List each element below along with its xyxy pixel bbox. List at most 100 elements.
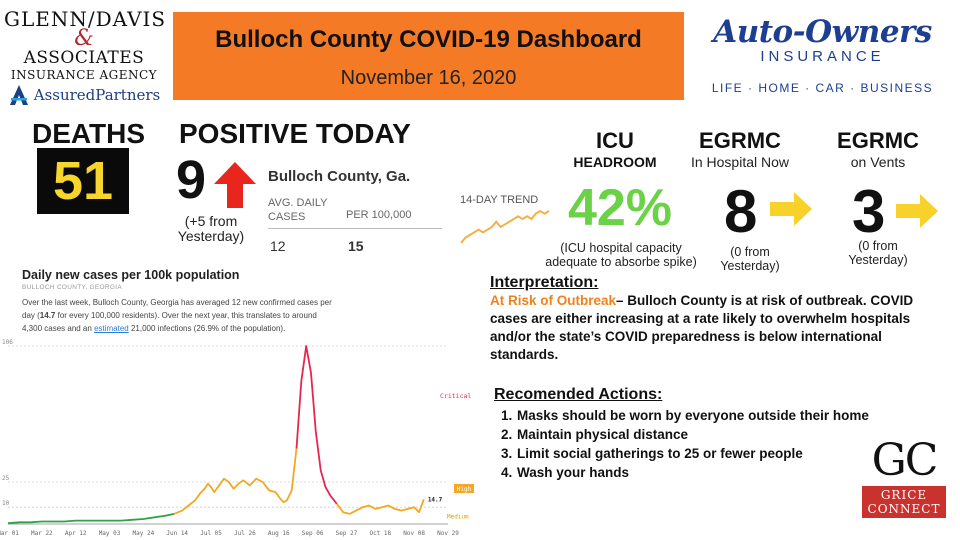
interpretation-text: – Bulloch County is at risk of outbreak.… xyxy=(490,293,914,362)
last-value-label: 14.7 xyxy=(428,496,443,503)
chart-title: Daily new cases per 100k population xyxy=(22,268,240,282)
assured-partners-name: AssuredPartners xyxy=(33,86,161,104)
actions-heading: Recomended Actions: xyxy=(494,386,663,403)
auto-owners-logo: Auto-Owners INSURANCE LIFE · HOME · CAR … xyxy=(690,14,955,104)
x-tick-label: Jul 26 xyxy=(234,530,256,537)
estimated-link[interactable]: estimated xyxy=(94,324,129,333)
x-tick-label: Nov 29 xyxy=(437,530,459,537)
risk-level: At Risk of Outbreak xyxy=(490,293,617,308)
auto-owners-subtitle: INSURANCE xyxy=(760,48,885,65)
assured-partners-icon xyxy=(9,85,28,105)
interpretation-heading: Interpretation: xyxy=(490,274,599,291)
y-tick-label: 25 xyxy=(2,475,10,482)
x-tick-label: Oct 18 xyxy=(369,530,391,537)
high-label-bg xyxy=(454,484,474,494)
series-line-orange xyxy=(336,498,425,515)
x-tick-label: Mar 01 xyxy=(0,530,19,537)
glenn-davis-associates: ASSOCIATES xyxy=(23,48,145,68)
avg-daily-cases-header: AVG. DAILY CASES xyxy=(268,196,328,224)
x-tick-label: Apr 12 xyxy=(65,530,87,537)
egrmc-vents-sub: on Vents xyxy=(850,154,906,170)
table-divider xyxy=(268,228,442,229)
egrmc-vents-note-line1: (0 from xyxy=(858,239,898,253)
x-tick-label: Jun 14 xyxy=(166,530,188,537)
grice-line1: GRICE xyxy=(880,488,928,502)
egrmc-hospital-label: EGRMC xyxy=(699,128,781,153)
positive-change-note: (+5 from Yesterday) xyxy=(170,214,252,244)
list-item: 1. Masks should be worn by everyone outsi… xyxy=(501,408,869,423)
per-100k-value: 15 xyxy=(348,238,364,254)
assured-partners-row: AssuredPartners xyxy=(4,84,164,106)
x-tick-label: Jul 05 xyxy=(200,530,222,537)
egrmc-vents-value: 3 xyxy=(852,178,886,245)
action-text: Wash your hands xyxy=(517,465,630,480)
avg-daily-header-line2: CASES xyxy=(268,211,306,223)
icu-sub: HEADROOM xyxy=(573,154,657,170)
chart-lines xyxy=(7,345,425,525)
arrow-right-icon xyxy=(770,192,812,226)
x-tick-label: Sep 06 xyxy=(302,530,324,537)
y-tick-label: 10 xyxy=(2,500,10,507)
arrow-up-icon xyxy=(214,162,256,208)
grice-connect-logo: GC GRICE CONNECT xyxy=(862,438,946,520)
egrmc-vents-note-line2: Yesterday) xyxy=(848,253,908,267)
glenn-davis-ampersand: & xyxy=(74,26,94,51)
trend-line xyxy=(460,209,550,244)
egrmc-vents-label: EGRMC xyxy=(837,128,919,153)
auto-owners-brand: Auto-Owners xyxy=(713,14,932,50)
grice-line2: CONNECT xyxy=(867,502,941,516)
auto-owners-tagline: LIFE · HOME · CAR · BUSINESS xyxy=(711,81,934,95)
icu-note: (ICU hospital capacity adequate to absor… xyxy=(536,241,706,269)
egrmc-hospital-sub: In Hospital Now xyxy=(690,154,790,170)
arrow-right-icon xyxy=(896,194,938,228)
glenn-davis-name: GLENN/DAVIS xyxy=(4,7,167,31)
avg-daily-cases-value: 12 xyxy=(270,238,286,254)
trend-label: 14-DAY TREND xyxy=(460,194,539,206)
icu-note-line1: (ICU hospital capacity xyxy=(560,241,682,255)
deaths-label: DEATHS xyxy=(32,118,146,149)
chart-grid xyxy=(8,345,448,525)
chart-labels: 10 25 106 Mar 01 Mar 22 Apr 12 May 03 May 24 Jun… xyxy=(0,339,474,537)
series-line-green xyxy=(7,513,175,525)
interpretation-body: At Risk of Outbreak– Bulloch County is a… xyxy=(490,292,945,364)
x-tick-label: May 03 xyxy=(99,530,121,537)
egrmc-hospital-note: (0 from Yesterday) xyxy=(700,245,800,273)
cases-chart: 10 25 106 Mar 01 Mar 22 Apr 12 May 03 May 24 Jun… xyxy=(0,339,474,537)
page-title: Bulloch County COVID-19 Dashboard xyxy=(215,26,642,53)
list-item: 3. Limit social gatherings to 25 or fewer… xyxy=(501,446,803,461)
chart-desc-part1: Over the last week, Bulloch County, Geor… xyxy=(22,298,332,320)
icu-note-line2: adequate to absorbe spike) xyxy=(545,255,697,269)
y-tick-label: 106 xyxy=(2,339,13,346)
medium-label: Medium xyxy=(447,514,469,521)
positive-change-line1: (+5 from xyxy=(184,213,238,229)
critical-label: Critical xyxy=(440,392,471,400)
list-item: 4. Wash your hands xyxy=(501,465,630,480)
grice-logo-box: GRICE CONNECT xyxy=(862,486,946,518)
chart-desc-part3: 21,000 infections (26.9% of the populati… xyxy=(128,324,286,333)
chart-subtitle: BULLOCH COUNTY, GEORGIA xyxy=(22,284,122,291)
series-line-red xyxy=(295,345,338,505)
egrmc-hospital-note-line2: Yesterday) xyxy=(720,259,780,273)
x-tick-label: Mar 22 xyxy=(31,530,53,537)
x-tick-label: Nov 08 xyxy=(403,530,425,537)
avg-daily-header-line1: AVG. DAILY xyxy=(268,197,328,209)
grice-logo-mark: GC xyxy=(871,435,939,486)
egrmc-vents-note: (0 from Yesterday) xyxy=(828,239,928,267)
deaths-value: 51 xyxy=(52,151,114,211)
glenn-davis-agency: INSURANCE AGENCY xyxy=(10,68,158,82)
deaths-box: 51 xyxy=(37,148,129,214)
chart-desc-bold: 14.7 xyxy=(39,311,56,320)
trend-sparkline xyxy=(460,209,550,244)
list-item: 2. Maintain physical distance xyxy=(501,427,689,442)
positive-today-label: POSITIVE TODAY xyxy=(179,118,411,149)
per-100k-header: PER 100,000 xyxy=(346,209,412,221)
action-text: Limit social gatherings to 25 or fewer p… xyxy=(517,446,803,461)
x-tick-label: Aug 16 xyxy=(268,530,290,537)
action-text: Masks should be worn by everyone outside… xyxy=(517,408,869,423)
positive-today-value: 9 xyxy=(176,150,207,210)
actions-list: 1. Masks should be worn by everyone outsi… xyxy=(501,406,941,482)
chart-desc-part2: for every 100,000 residents). Over the n… xyxy=(22,311,317,333)
glenn-davis-logo: GLENN/DAVIS & ASSOCIATES INSURANCE AGENC… xyxy=(4,7,167,112)
series-line-orange xyxy=(173,448,298,515)
icu-label: ICU xyxy=(596,128,634,153)
